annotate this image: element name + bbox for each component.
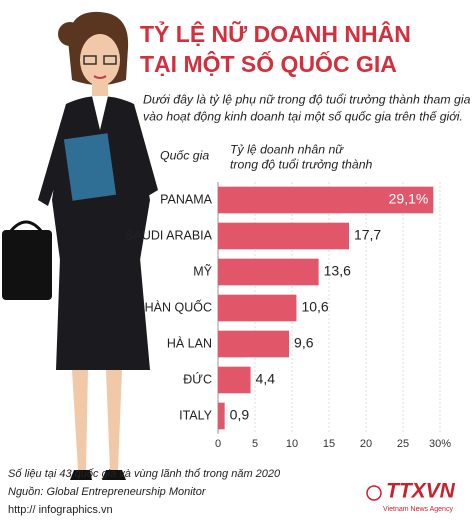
logo-subtitle: Vietnam News Agency — [383, 506, 453, 513]
y-tick-label: ITALY — [179, 408, 213, 422]
y-tick-label: PANAMA — [160, 192, 213, 206]
value-label: 13,6 — [324, 263, 351, 279]
bar — [218, 330, 290, 358]
y-tick-label: MỸ — [193, 264, 212, 278]
x-tick-label: 25 — [397, 438, 409, 450]
x-tick-label: 30% — [429, 438, 451, 450]
footnote: Số liệu tại 43 quốc gia và vùng lãnh thổ… — [8, 468, 281, 480]
logo: TTXVN — [386, 480, 456, 503]
bar — [218, 186, 434, 214]
value-label: 9,6 — [294, 335, 314, 351]
x-tick-label: 20 — [360, 438, 372, 450]
value-label: 4,4 — [256, 371, 276, 387]
y-tick-label: HÀ LAN — [167, 335, 212, 350]
value-label: 17,7 — [354, 227, 381, 243]
logo-mark — [366, 485, 382, 501]
bar — [218, 294, 297, 322]
illustration — [2, 11, 158, 480]
x-tick-label: 5 — [252, 438, 258, 450]
y-tick-label: ĐỨC — [183, 371, 212, 386]
bar — [218, 366, 251, 394]
x-axis-title: trong độ tuổi trưởng thành — [230, 157, 373, 171]
y-axis-title: Quốc gia — [160, 148, 209, 162]
x-tick-label: 0 — [215, 438, 221, 450]
bar — [218, 258, 319, 286]
value-label: 10,6 — [301, 299, 328, 315]
value-label: 0,9 — [230, 407, 250, 423]
bar — [218, 222, 349, 250]
description-line: Dưới đây là tỷ lệ phụ nữ trong độ tuổi t… — [143, 92, 471, 106]
y-tick-label: SAUDI ARABIA — [125, 228, 212, 242]
source: Nguồn: Global Entrepreneurship Monitor — [8, 486, 207, 498]
bar — [218, 402, 225, 430]
x-tick-label: 15 — [323, 438, 335, 450]
url: http:// infographics.vn — [8, 504, 113, 516]
value-label: 29,1% — [389, 191, 429, 207]
x-tick-label: 10 — [286, 438, 298, 450]
title-line: TẠI MỘT SỐ QUỐC GIA — [140, 50, 397, 77]
description-line: vào hoạt động kinh doanh tại một số quốc… — [143, 109, 463, 123]
x-axis-title: Tỷ lệ doanh nhân nữ — [230, 142, 344, 156]
title-line: TỶ LỆ NỮ DOANH NHÂN — [140, 19, 411, 47]
y-tick-label: HÀN QUỐC — [145, 299, 212, 314]
